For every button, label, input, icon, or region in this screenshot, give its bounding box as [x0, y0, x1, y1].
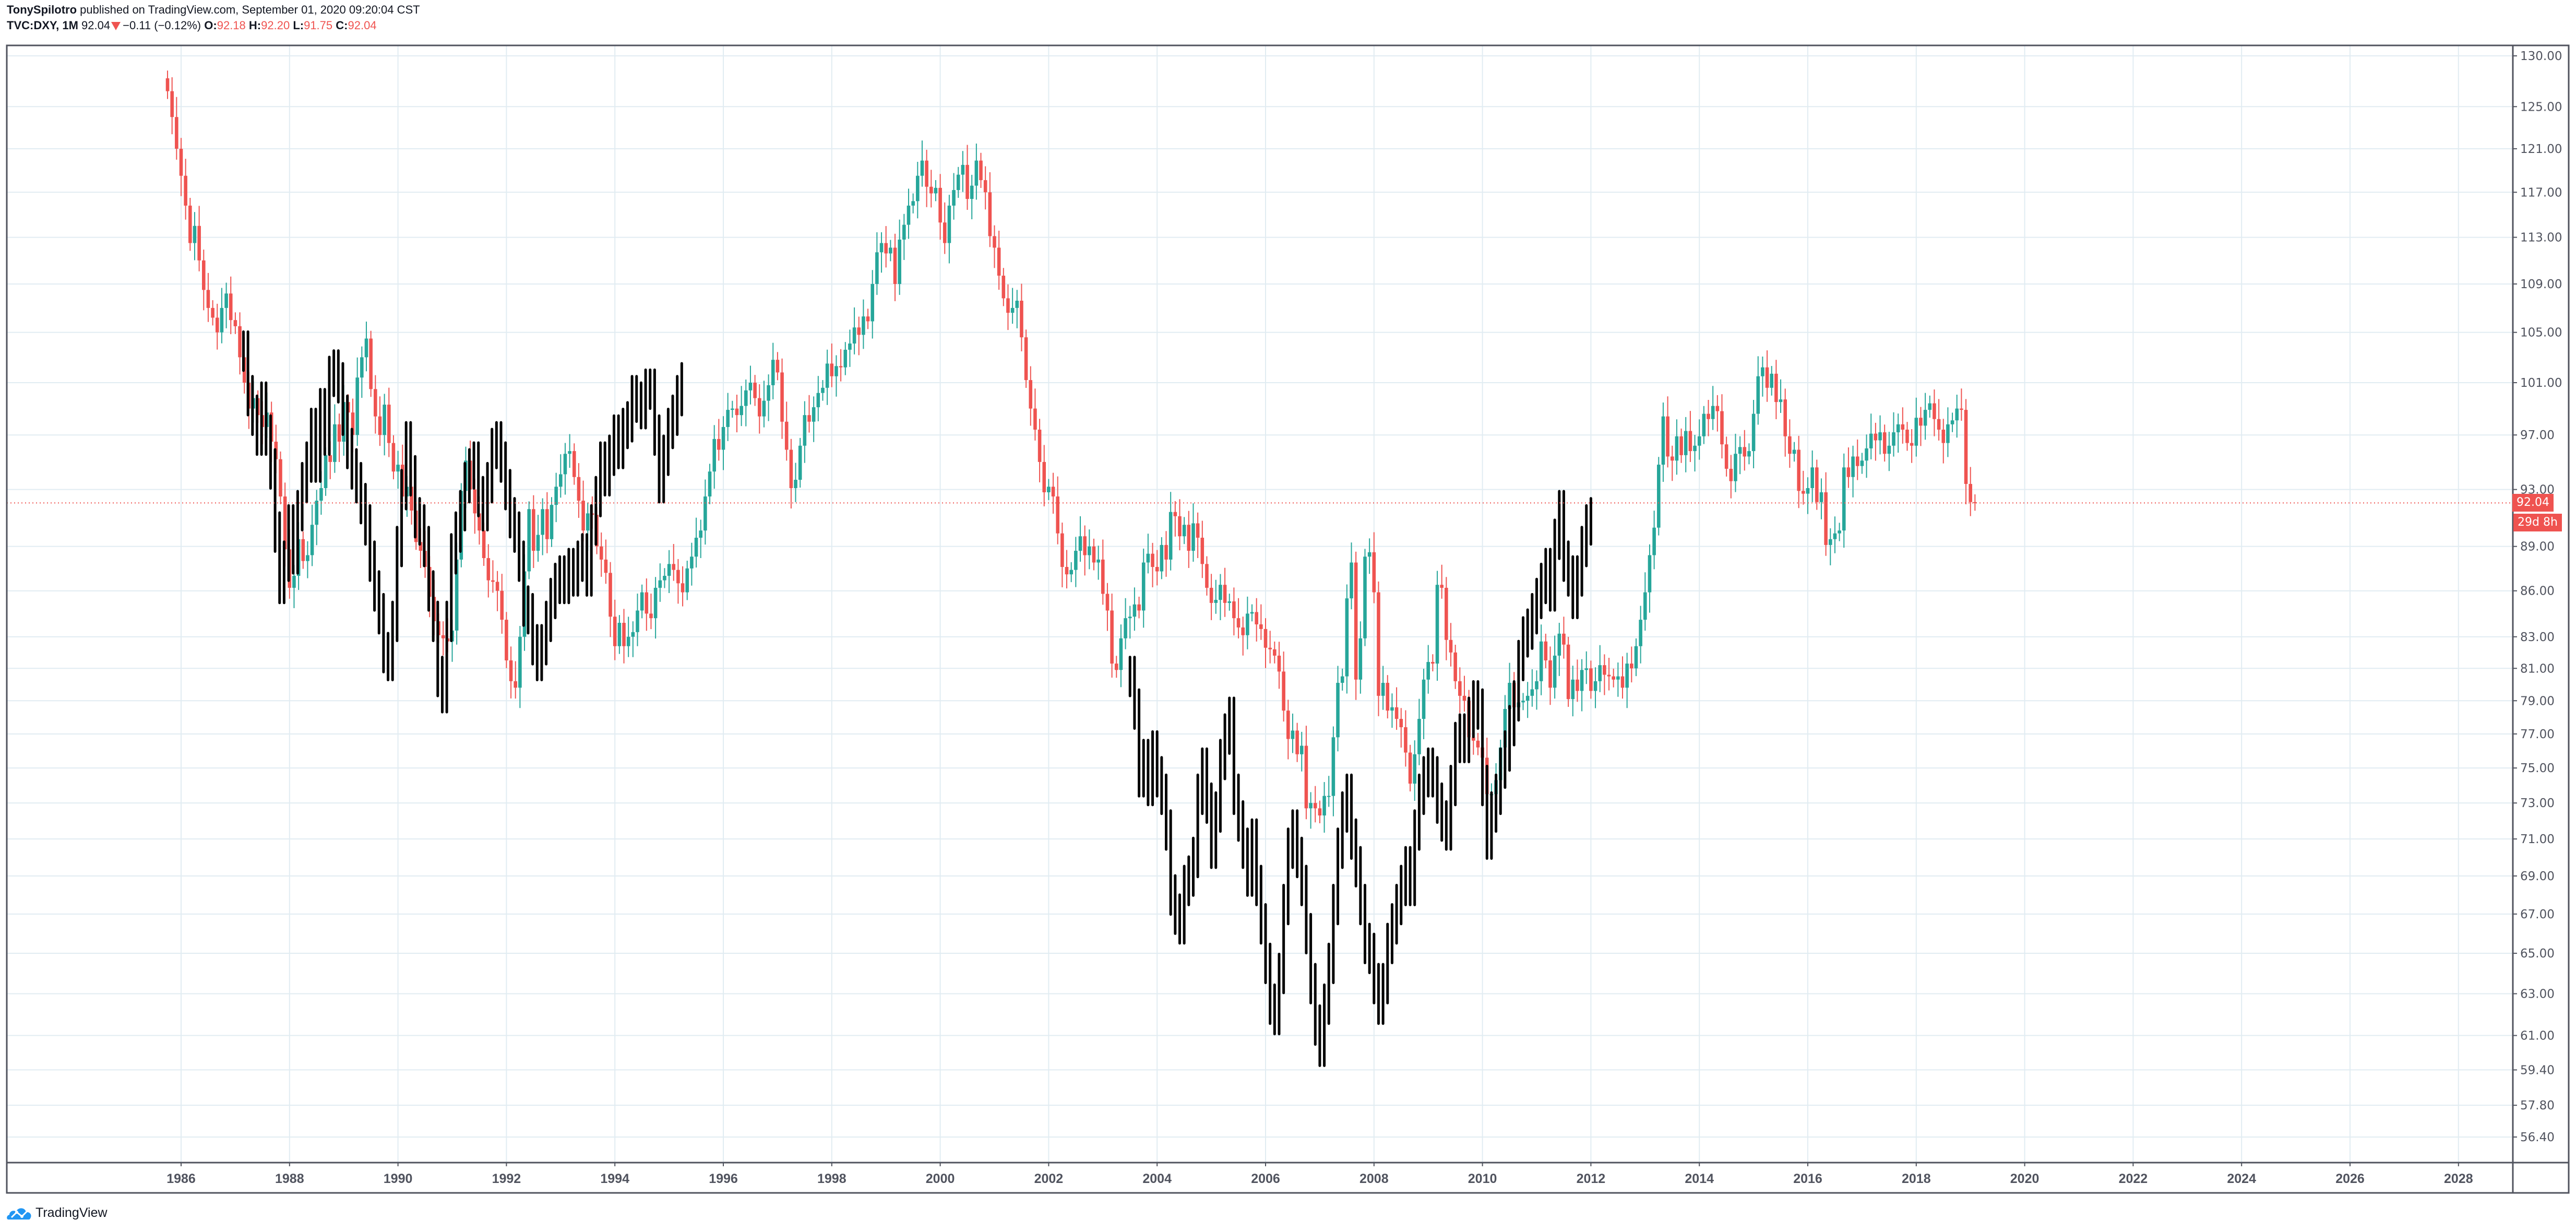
price-tick-label: 109.00 — [2520, 278, 2562, 291]
time-tick-label: 1994 — [600, 1171, 629, 1186]
high-label: H: — [248, 19, 261, 32]
author-name[interactable]: TonySpilotro — [7, 3, 77, 16]
symbol-interval[interactable]: TVC:DXY, 1M — [7, 19, 78, 32]
price-tick-label: 89.00 — [2520, 540, 2555, 554]
price-tick-label: 69.00 — [2520, 870, 2555, 883]
time-tick-label: 2004 — [1142, 1171, 1172, 1186]
symbol-legend: TVC:DXY, 1M 92.04 −0.11 (−0.12%) O:92.18 … — [7, 19, 377, 32]
price-tick-label: 130.00 — [2520, 50, 2562, 63]
close-label: C: — [336, 19, 348, 32]
price-tick-label: 105.00 — [2520, 326, 2562, 340]
price-tick-label: 56.40 — [2520, 1131, 2555, 1144]
candlestick-series — [165, 70, 1977, 833]
change-value: −0.11 (−0.12%) — [123, 19, 201, 32]
open-value: 92.18 — [217, 19, 246, 32]
price-tick-label: 57.80 — [2520, 1099, 2555, 1112]
time-tick-label: 2020 — [2010, 1171, 2040, 1186]
close-value: 92.04 — [348, 19, 377, 32]
time-tick-label: 2024 — [2227, 1171, 2256, 1186]
time-tick-label: 2000 — [926, 1171, 955, 1186]
tradingview-cloud-icon — [7, 1208, 31, 1220]
price-tick-label: 67.00 — [2520, 908, 2555, 921]
time-tick-label: 1992 — [492, 1171, 521, 1186]
time-tick-label: 1990 — [384, 1171, 413, 1186]
bars-pattern-overlay[interactable] — [242, 330, 1592, 1067]
low-label: L: — [293, 19, 304, 32]
price-tick-label: 86.00 — [2520, 585, 2555, 598]
price-axis[interactable]: 130.00 125.00 121.00 117.00 113.00 109.00 105.… — [2513, 50, 2562, 1144]
time-tick-label: 2022 — [2119, 1171, 2148, 1186]
time-tick-label: 2016 — [1793, 1171, 1822, 1186]
price-tick-label: 113.00 — [2520, 231, 2562, 245]
published-text: published on TradingView.com, September … — [77, 3, 420, 16]
price-tick-label: 101.00 — [2520, 376, 2562, 390]
price-tick-label: 59.40 — [2520, 1063, 2555, 1077]
time-tick-label: 1986 — [166, 1171, 196, 1186]
price-tick-label: 61.00 — [2520, 1029, 2555, 1043]
time-tick-label: 1988 — [275, 1171, 304, 1186]
time-axis[interactable]: 1986 1988 1990 1992 1994 1996 1998 2000 2002 2004… — [166, 1163, 2473, 1186]
price-tick-label: 81.00 — [2520, 662, 2555, 676]
price-tick-label: 73.00 — [2520, 797, 2555, 810]
publish-info: TonySpilotro published on TradingView.co… — [7, 3, 420, 17]
low-value: 91.75 — [304, 19, 333, 32]
price-tick-label: 83.00 — [2520, 631, 2555, 644]
time-tick-label: 2008 — [1359, 1171, 1389, 1186]
tradingview-logo[interactable]: TradingView — [6, 1205, 108, 1221]
time-tick-label: 2006 — [1251, 1171, 1280, 1186]
time-tick-label: 2014 — [1685, 1171, 1714, 1186]
last-value: 92.04 — [81, 19, 111, 32]
price-tick-label: 121.00 — [2520, 143, 2562, 156]
price-tick-label: 125.00 — [2520, 100, 2562, 114]
time-tick-label: 2028 — [2444, 1171, 2473, 1186]
bar-countdown-badge: 29d 8h — [2513, 514, 2562, 531]
time-tick-label: 1996 — [709, 1171, 738, 1186]
open-label: O: — [204, 19, 217, 32]
price-tick-label: 79.00 — [2520, 694, 2555, 708]
price-tick-label: 117.00 — [2520, 186, 2562, 199]
time-tick-label: 2018 — [1902, 1171, 1931, 1186]
chart-frame — [6, 44, 2570, 1194]
time-tick-label: 2010 — [1468, 1171, 1497, 1186]
price-tick-label: 77.00 — [2520, 728, 2555, 741]
high-value: 92.20 — [261, 19, 290, 32]
price-tick-label: 71.00 — [2520, 833, 2555, 846]
price-tick-label: 75.00 — [2520, 762, 2555, 775]
time-tick-label: 2012 — [1577, 1171, 1606, 1186]
down-triangle-icon — [111, 22, 121, 31]
time-tick-label: 2026 — [2335, 1171, 2365, 1186]
price-tick-label: 97.00 — [2520, 429, 2555, 442]
time-tick-label: 2002 — [1034, 1171, 1064, 1186]
logo-text: TradingView — [35, 1205, 108, 1220]
time-tick-label: 1998 — [817, 1171, 846, 1186]
price-tick-label: 65.00 — [2520, 947, 2555, 961]
price-tick-label: 63.00 — [2520, 988, 2555, 1001]
last-price-badge: 92.04 — [2512, 494, 2554, 512]
